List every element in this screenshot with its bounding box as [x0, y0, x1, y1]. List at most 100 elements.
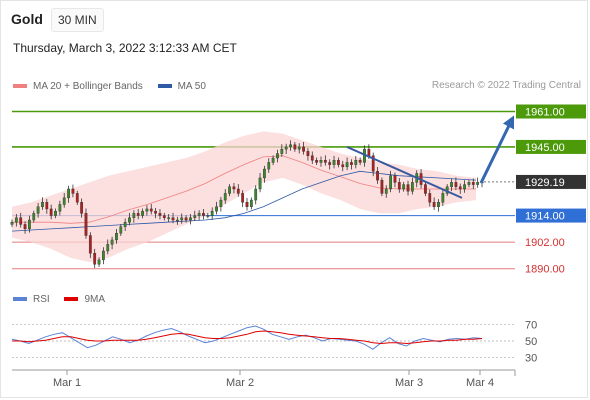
candle-body [223, 193, 227, 201]
candle-body [310, 155, 314, 161]
candle-body [384, 188, 388, 194]
candle-body [441, 193, 445, 203]
candle-body [389, 175, 392, 190]
level-tag-3 [516, 208, 586, 223]
research-credit: Research © 2022 Trading Central [431, 80, 581, 91]
legend-item-ma20: MA 20 + Bollinger Bands [13, 81, 143, 92]
legend-label-9ma: 9MA [84, 293, 106, 305]
candle-body [136, 213, 140, 216]
candle-body [115, 233, 118, 241]
level-label-5: 1890.00 [525, 264, 565, 276]
candle-body [123, 222, 127, 227]
candle-body [141, 210, 144, 216]
price-legend: MA 20 + Bollinger Bands MA 50 [13, 80, 218, 92]
level-tag-1 [516, 139, 586, 154]
legend-swatch-ma50 [157, 84, 172, 88]
candle-body [110, 239, 114, 245]
rsi-level-label-0: 70 [525, 319, 537, 331]
legend-item-9ma: 9MA [64, 294, 105, 305]
candle-body [10, 222, 14, 225]
legend-item-ma50: MA 50 [157, 81, 206, 92]
candle-body [145, 208, 149, 212]
candle-body [206, 215, 210, 217]
candle-body [167, 217, 171, 219]
candle-body [62, 197, 66, 205]
candle-body [467, 182, 471, 185]
candle-body [180, 217, 184, 221]
candle-body [471, 182, 475, 185]
candle-body [97, 259, 101, 265]
candle-body [119, 226, 123, 234]
level-tag-0 [516, 104, 586, 119]
ma50-line [11, 170, 477, 232]
candle-body [276, 153, 279, 159]
candle-body [319, 160, 323, 163]
candles [10, 140, 484, 269]
candle-body [197, 213, 201, 216]
candle-body [432, 202, 436, 207]
candle-body [323, 160, 327, 163]
candle-body [102, 250, 105, 261]
candle-body [215, 206, 218, 212]
candle-body [332, 160, 336, 165]
candle-body [289, 144, 292, 148]
legend-swatch-rsi [13, 297, 27, 301]
candle-body [80, 202, 84, 214]
instrument-title: Gold [11, 11, 43, 27]
candle-body [228, 186, 231, 194]
candle-body [106, 244, 110, 252]
legend-swatch-ma20 [13, 84, 27, 88]
candle-body [406, 184, 410, 192]
projection-arrow [479, 122, 512, 184]
candle-body [380, 179, 384, 194]
legend-item-rsi: RSI [13, 294, 50, 305]
candle-body [193, 215, 197, 218]
rsi-level-label-1: 50 [525, 336, 537, 348]
candle-body [171, 217, 175, 221]
candle-body [88, 235, 92, 254]
candle-body [280, 148, 284, 154]
candle-body [263, 168, 266, 179]
candle-body [241, 193, 245, 203]
report-date: Thursday, March 3, 2022 3:12:33 AM CET [13, 41, 237, 55]
candle-body [350, 162, 353, 165]
candle-body [393, 175, 397, 183]
candle-body [428, 193, 432, 203]
candle-body [454, 182, 458, 187]
candle-body [19, 217, 23, 225]
legend-swatch-9ma [64, 297, 79, 301]
candle-body [132, 213, 136, 218]
candle-body [354, 160, 358, 165]
candle-body [245, 202, 249, 207]
timeframe-badge[interactable]: 30 MIN [51, 8, 104, 32]
candle-body [267, 162, 271, 170]
candle-body [219, 199, 223, 207]
candle-body [36, 206, 40, 214]
candle-body [162, 215, 166, 218]
candle-body [458, 186, 462, 190]
level-label-2: 1929.19 [525, 177, 565, 189]
candle-body [75, 193, 79, 203]
candle-body [302, 146, 305, 152]
rsi-ma9-line [12, 330, 483, 345]
x-tick-label-0: Mar 1 [53, 377, 81, 389]
candle-body [54, 210, 57, 216]
candle-body [306, 151, 310, 156]
candle-body [41, 202, 44, 207]
x-tick-label-3: Mar 4 [466, 377, 494, 389]
candle-body [315, 160, 319, 163]
candle-body [175, 219, 179, 222]
candle-body [476, 182, 480, 185]
candle-body [297, 146, 301, 150]
candle-body [14, 217, 18, 223]
candle-body [258, 177, 262, 190]
candle-body [371, 155, 375, 172]
trendline [346, 146, 463, 199]
candle-body [149, 208, 153, 212]
candle-body [367, 148, 371, 156]
level-label-0: 1961.00 [525, 107, 565, 119]
candle-body [67, 188, 70, 199]
candle-body [410, 182, 414, 192]
x-tick-label-1: Mar 2 [226, 377, 254, 389]
candle-body [271, 157, 275, 163]
